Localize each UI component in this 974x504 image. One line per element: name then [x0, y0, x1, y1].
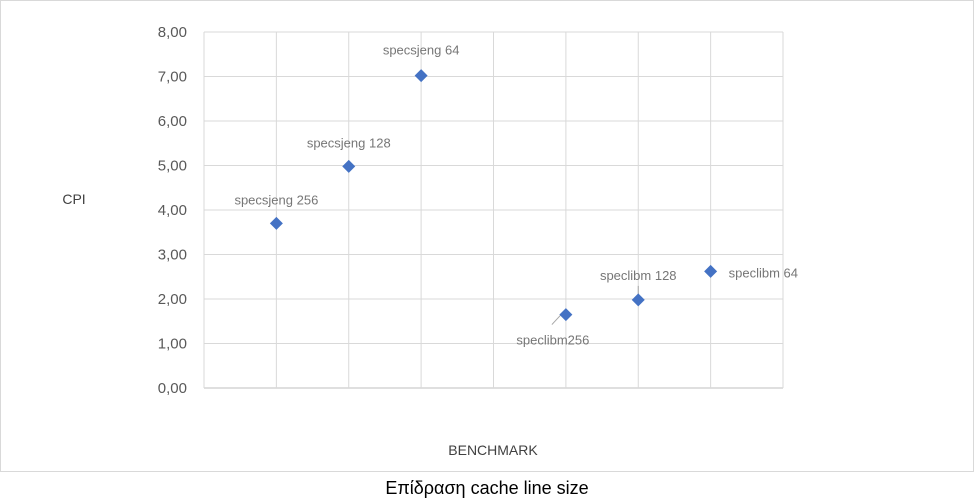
- data-label: specsjeng 64: [383, 43, 460, 58]
- data-label: speclibm256: [516, 333, 589, 348]
- data-label: specsjeng 128: [307, 135, 391, 150]
- data-label: speclibm 64: [729, 265, 798, 280]
- y-tick-label: 2,00: [158, 291, 187, 308]
- data-point-marker: [342, 159, 356, 173]
- gridlines: [203, 31, 784, 389]
- data-label: specsjeng 256: [234, 192, 318, 207]
- y-tick-label: 4,00: [158, 202, 187, 219]
- chart-caption: Επίδραση cache line size: [385, 478, 589, 498]
- data-point-marker: [414, 69, 428, 83]
- y-tick-label: 8,00: [158, 24, 187, 41]
- y-tick-label: 3,00: [158, 247, 187, 264]
- y-axis-title: CPI: [62, 191, 85, 207]
- y-tick-labels: 0,00 1,00 2,00 3,00 4,00 5,00 6,00 7,00 8,00: [158, 24, 187, 397]
- y-tick-label: 0,00: [158, 380, 187, 397]
- data-point-marker: [269, 216, 283, 230]
- x-axis-title: BENCHMARK: [448, 442, 538, 458]
- data-label: speclibm 128: [600, 268, 677, 283]
- y-tick-label: 6,00: [158, 113, 187, 130]
- y-tick-label: 7,00: [158, 69, 187, 86]
- data-labels: specsjeng 256 specsjeng 128 specsjeng 64 sp…: [234, 43, 798, 348]
- y-tick-label: 1,00: [158, 336, 187, 353]
- data-point-marker: [704, 264, 718, 278]
- y-tick-label: 5,00: [158, 158, 187, 175]
- data-points: [269, 69, 718, 322]
- chart-area: 0,00 1,00 2,00 3,00 4,00 5,00 6,00 7,00 8,00 CPI…: [0, 0, 974, 472]
- data-point-marker: [631, 293, 645, 307]
- scatter-chart: 0,00 1,00 2,00 3,00 4,00 5,00 6,00 7,00 8,00 CPI…: [62, 24, 798, 458]
- data-point-marker: [559, 308, 573, 322]
